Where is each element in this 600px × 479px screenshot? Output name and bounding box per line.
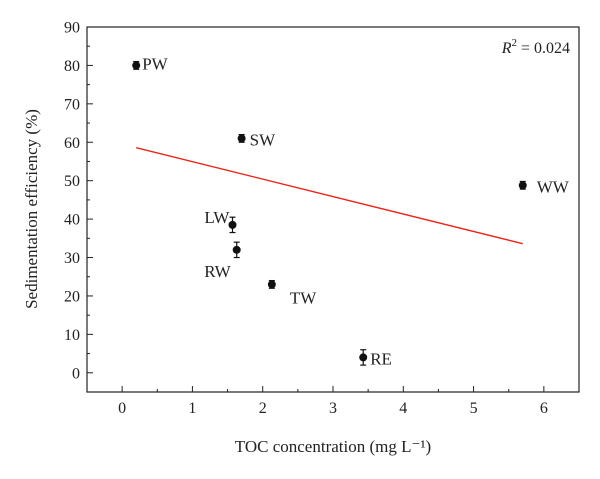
point-marker [267, 280, 276, 289]
y-tick-label: 0 [72, 365, 80, 382]
data-point-tw: TW [267, 279, 317, 307]
point-label: TW [290, 288, 317, 307]
x-tick-label: 6 [540, 400, 548, 417]
regression-line [136, 146, 523, 245]
y-tick-label: 40 [64, 212, 80, 229]
y-tick-label: 70 [64, 96, 80, 113]
point-label: PW [142, 54, 168, 73]
data-point-ww: WW [518, 177, 570, 196]
y-axis-title: Sedimentation efficiency (%) [22, 109, 41, 309]
x-tick-label: 2 [259, 400, 267, 417]
data-point-re: RE [359, 349, 392, 368]
y-axis: 0 10 20 30 40 50 60 70 80 90 [64, 20, 93, 382]
y-tick-label: 80 [64, 58, 80, 75]
point-label: LW [204, 208, 230, 227]
point-marker [237, 134, 246, 143]
y-tick-label: 50 [64, 173, 80, 190]
r-squared-annotation: R2 = 0.024 [501, 37, 570, 57]
point-marker [232, 245, 241, 254]
point-label: RW [204, 262, 231, 281]
x-tick-label: 0 [118, 400, 126, 417]
x-tick-label: 3 [329, 400, 337, 417]
data-point-sw: SW [237, 130, 276, 149]
x-axis: 0 1 2 3 4 5 6 [118, 386, 548, 417]
point-label: RE [370, 349, 392, 368]
point-marker [132, 61, 141, 70]
data-point-lw: LW [204, 208, 237, 234]
data-points: PW SW WW LW RW TW RE [132, 54, 570, 368]
data-point-pw: PW [132, 54, 169, 73]
point-label: SW [250, 130, 276, 149]
point-label: WW [537, 177, 570, 196]
y-tick-label: 20 [64, 288, 80, 305]
point-marker [228, 220, 237, 229]
x-tick-label: 5 [470, 400, 478, 417]
y-tick-label: 30 [64, 250, 80, 267]
point-marker [359, 353, 368, 362]
y-tick-label: 10 [64, 327, 80, 344]
y-tick-label: 90 [64, 20, 80, 37]
plot-frame [86, 26, 580, 393]
x-axis-title: TOC concentration (mg L⁻¹) [235, 437, 431, 456]
y-tick-label: 60 [64, 135, 80, 152]
x-tick-label: 1 [188, 400, 196, 417]
data-point-rw: RW [204, 241, 241, 281]
x-tick-label: 4 [399, 400, 407, 417]
point-marker [518, 181, 527, 190]
